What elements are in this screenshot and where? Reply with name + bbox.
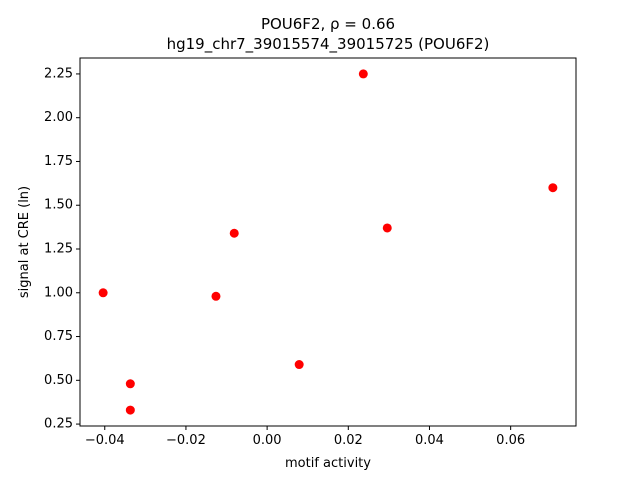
y-tick-label: 1.50 [44, 198, 73, 213]
chart-subtitle: hg19_chr7_39015574_39015725 (POU6F2) [167, 35, 490, 54]
point [548, 183, 558, 193]
point [358, 69, 368, 79]
point [125, 379, 135, 389]
x-tick-label: 0.04 [415, 433, 444, 448]
point [294, 360, 304, 370]
y-tick-label: 1.00 [44, 285, 73, 300]
point [125, 405, 135, 415]
point [229, 228, 239, 238]
point [98, 288, 108, 298]
x-tick-label: 0.00 [253, 433, 282, 448]
y-tick-label: 1.25 [44, 242, 73, 257]
y-tick-label: 2.00 [44, 110, 73, 125]
y-tick-label: 0.50 [44, 373, 73, 388]
x-tick-label: 0.06 [496, 433, 525, 448]
plot-frame [79, 57, 577, 427]
point [382, 223, 392, 233]
y-tick-label: 0.25 [44, 417, 73, 432]
x-tick-label: 0.02 [334, 433, 363, 448]
y-axis-label: signal at CRE (ln) [17, 186, 32, 298]
x-axis-label: motif activity [285, 456, 371, 471]
x-tick-label: −0.02 [166, 433, 206, 448]
y-tick-label: 2.25 [44, 66, 73, 81]
x-tick-label: −0.04 [85, 433, 125, 448]
y-tick-label: 0.75 [44, 329, 73, 344]
chart-title: POU6F2, ρ = 0.66 [261, 15, 395, 33]
point [211, 291, 221, 301]
y-tick-label: 1.75 [44, 154, 73, 169]
